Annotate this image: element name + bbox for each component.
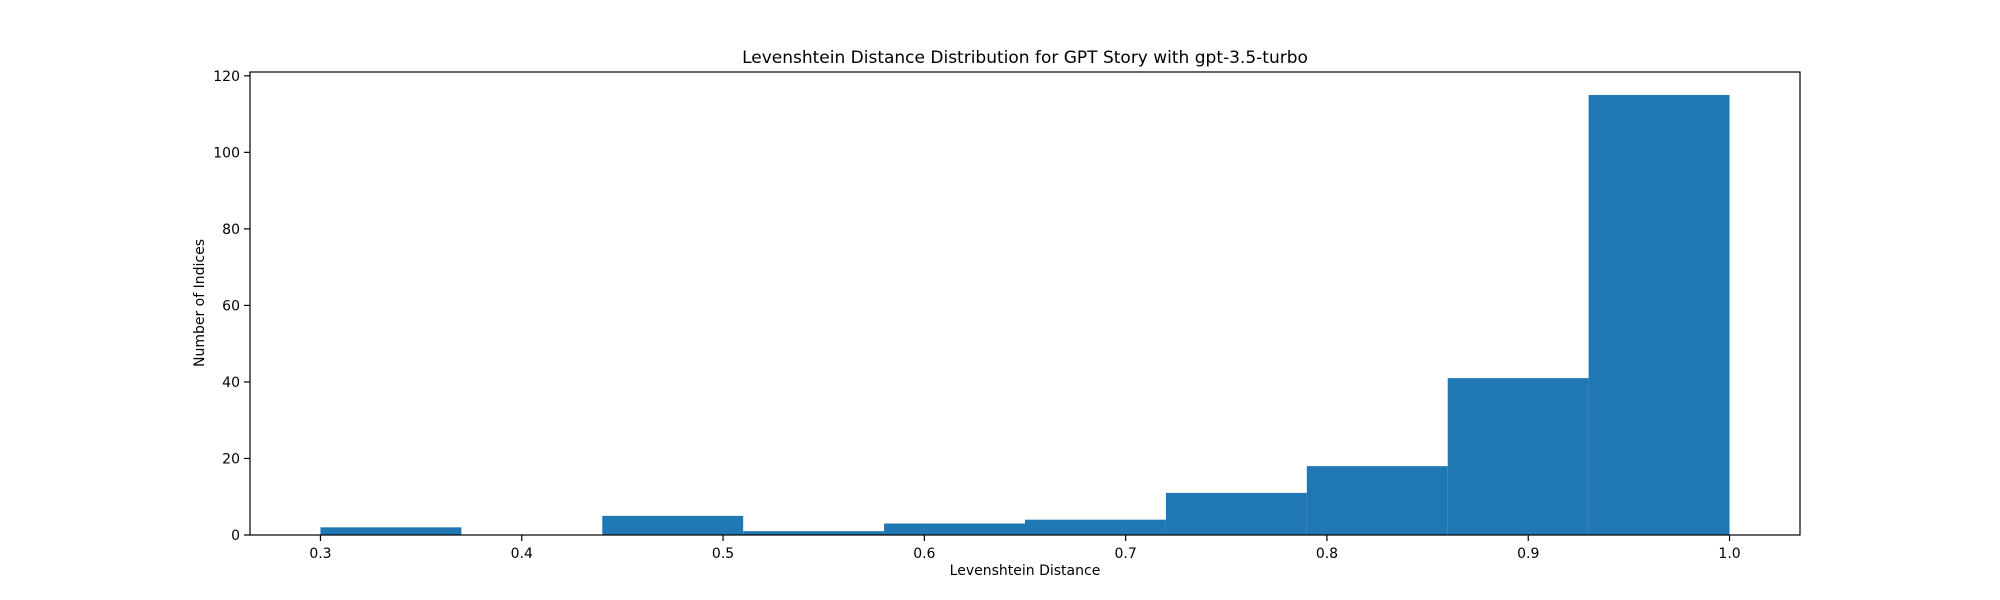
histogram-bar-7	[1306, 466, 1448, 535]
chart-title: Levenshtein Distance Distribution for GP…	[742, 48, 1308, 68]
y-tick-label: 100	[213, 145, 240, 161]
x-tick-label: 0.6	[913, 546, 935, 562]
histogram-bar-9	[1588, 94, 1730, 535]
plot-frame	[249, 71, 1801, 536]
y-axis-ticks: 0 20 40 60 80 100 120	[213, 69, 250, 544]
histogram-bar-3	[743, 531, 885, 535]
y-tick-label: 60	[222, 298, 240, 314]
histogram-bar-8	[1447, 378, 1589, 535]
histogram-bar-4	[884, 523, 1025, 535]
x-tick-label: 0.4	[511, 546, 533, 562]
y-tick-label: 20	[222, 451, 240, 467]
histogram-bars	[320, 94, 1730, 535]
x-axis-label: Levenshtein Distance	[950, 563, 1101, 579]
y-tick-label: 40	[222, 375, 240, 391]
histogram-bar-0	[320, 527, 462, 535]
x-axis-ticks: 0.3 0.4 0.5 0.6 0.7 0.8 0.9 1.0	[309, 535, 1741, 562]
x-tick-label: 0.7	[1115, 546, 1137, 562]
x-tick-label: 0.3	[309, 546, 331, 562]
histogram-bar-6	[1165, 492, 1307, 535]
y-tick-label: 80	[222, 222, 240, 238]
x-tick-label: 0.5	[712, 546, 734, 562]
x-tick-label: 0.8	[1316, 546, 1338, 562]
y-tick-label: 120	[213, 69, 240, 85]
histogram-bar-5	[1025, 519, 1166, 535]
x-tick-label: 0.9	[1517, 546, 1539, 562]
x-tick-label: 1.0	[1718, 546, 1740, 562]
y-tick-label: 0	[231, 528, 240, 544]
y-axis-label: Number of Indices	[192, 239, 208, 367]
histogram-bar-2	[602, 515, 744, 535]
